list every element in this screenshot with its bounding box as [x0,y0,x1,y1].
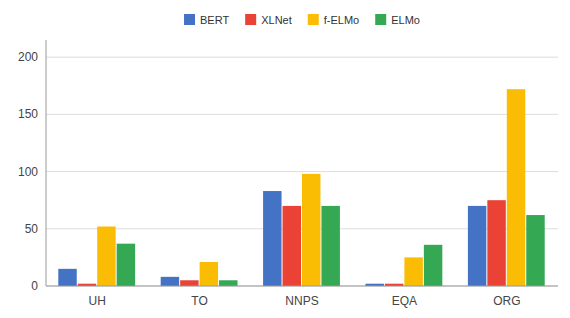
bar [468,206,486,286]
x-tick-label: ORG [493,294,520,308]
bar [424,245,442,286]
y-axis-line [46,40,47,286]
legend-swatch [245,14,256,25]
x-tick-label: EQA [392,294,417,308]
bar [404,257,422,286]
y-tick-label: 100 [18,165,38,179]
x-tick-label: TO [191,294,207,308]
y-tick-label: 150 [18,107,38,121]
legend-swatch [184,14,195,25]
x-axis-line [46,286,558,287]
bar [283,206,301,286]
bar [97,227,115,286]
bar [180,280,198,286]
bars [58,89,544,286]
legend-label: XLNet [261,14,292,26]
grid-line [46,286,558,287]
y-tick-label: 0 [31,279,38,293]
y-tick-label: 50 [25,222,39,236]
grid-line [46,114,558,115]
x-tick-label: NNPS [285,294,318,308]
x-axis: UH TO NNPS EQA ORG [46,286,558,308]
bar [507,89,525,286]
background [0,0,570,318]
bar [487,200,505,286]
bar [117,244,135,286]
grid-line [46,57,558,58]
chart: 0 50 100 150 200 UH TO NNPS EQA ORG BERT XLNet f-ELM… [0,0,570,318]
bar [263,191,281,286]
legend: BERT XLNet f-ELMo ELMo [184,14,420,26]
bar [302,174,320,286]
bar [321,206,339,286]
legend-label: ELMo [391,14,420,26]
legend-swatch [308,14,319,25]
bar [526,215,544,286]
legend-label: BERT [200,14,229,26]
x-tick-label: UH [89,294,106,308]
bar [58,269,76,286]
bar [219,280,237,286]
y-tick-label: 200 [18,50,38,64]
bar [200,262,218,286]
legend-label: f-ELMo [324,14,359,26]
y-axis: 0 50 100 150 200 [18,40,558,293]
grid-line [46,171,558,172]
legend-swatch [375,14,386,25]
bar [161,277,179,286]
